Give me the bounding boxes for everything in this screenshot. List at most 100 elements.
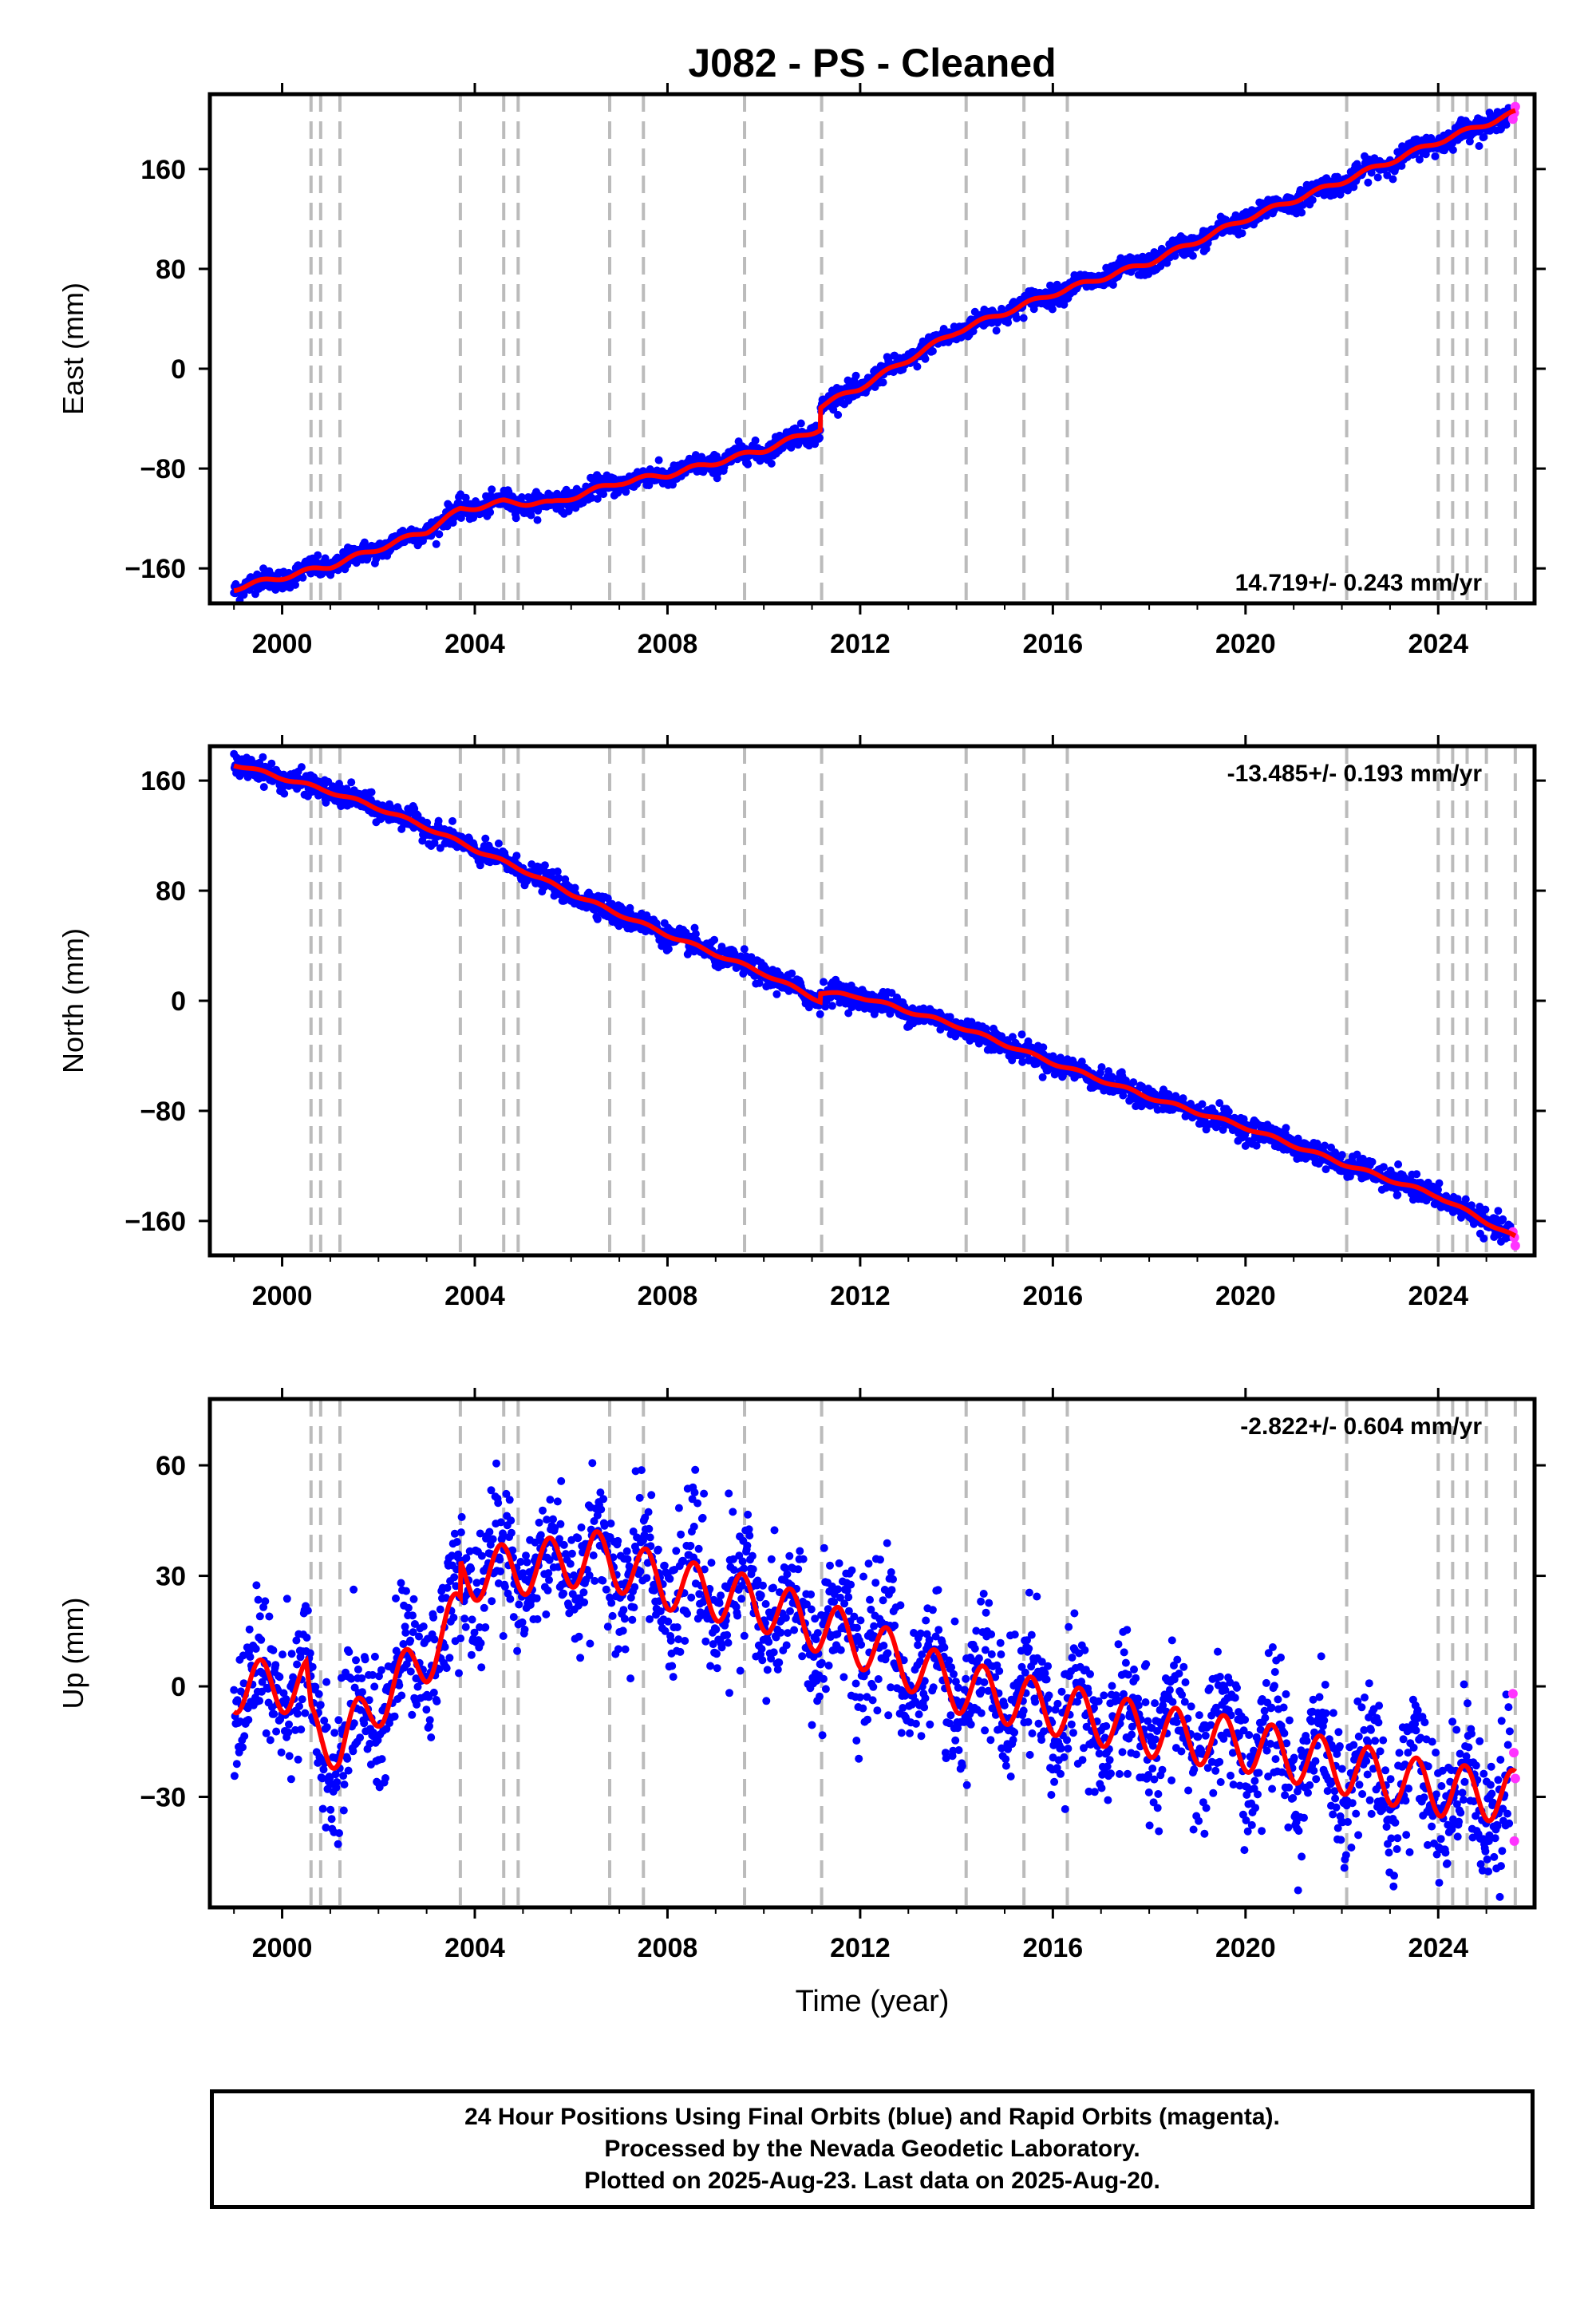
data-point bbox=[1308, 196, 1317, 204]
data-point bbox=[429, 1613, 438, 1622]
event-lines bbox=[309, 746, 1517, 1255]
data-point bbox=[445, 1654, 454, 1662]
data-point bbox=[259, 783, 268, 792]
data-point bbox=[851, 371, 860, 380]
velocity-rate-label: 14.719+/- 0.243 mm/yr bbox=[1235, 570, 1483, 596]
data-point bbox=[1479, 132, 1488, 141]
data-point bbox=[1479, 1234, 1488, 1243]
data-point bbox=[816, 433, 824, 442]
data-point bbox=[230, 1686, 239, 1694]
data-point bbox=[377, 1666, 385, 1674]
data-point bbox=[293, 1709, 302, 1718]
velocity-rate-label: -13.485+/- 0.193 mm/yr bbox=[1227, 761, 1483, 787]
data-point bbox=[322, 1723, 331, 1732]
data-point bbox=[239, 591, 248, 599]
data-point bbox=[294, 1755, 302, 1764]
x-tick-label: 2004 bbox=[444, 1281, 505, 1311]
x-tick-label: 2024 bbox=[1408, 629, 1468, 659]
data-point bbox=[314, 1690, 323, 1698]
data-point bbox=[816, 1010, 824, 1018]
data-point bbox=[1393, 1191, 1402, 1199]
data-point bbox=[1364, 178, 1373, 187]
data-point bbox=[1097, 1063, 1106, 1072]
data-point bbox=[311, 1682, 320, 1691]
data-point bbox=[1282, 1124, 1290, 1132]
data-point bbox=[232, 1760, 241, 1769]
data-point bbox=[1171, 251, 1179, 260]
model-line bbox=[233, 108, 1516, 594]
data-point bbox=[1156, 262, 1165, 271]
data-point bbox=[282, 1595, 291, 1603]
data-point bbox=[1412, 1170, 1421, 1179]
data-point bbox=[1368, 1157, 1377, 1166]
data-point bbox=[422, 1705, 431, 1714]
data-point bbox=[1188, 251, 1197, 260]
data-point bbox=[1373, 173, 1382, 182]
data-point bbox=[360, 538, 369, 547]
data-point bbox=[285, 1720, 293, 1729]
x-tick-label: 2016 bbox=[1023, 629, 1084, 659]
data-point bbox=[377, 1755, 386, 1764]
data-point bbox=[408, 1710, 417, 1719]
data-point bbox=[796, 419, 805, 428]
data-point bbox=[1017, 1030, 1026, 1039]
data-point bbox=[244, 1716, 253, 1724]
x-tick-label: 2000 bbox=[252, 629, 313, 659]
data-point bbox=[481, 834, 490, 843]
y-axis-label: North (mm) bbox=[57, 928, 89, 1073]
data-point bbox=[297, 763, 306, 772]
data-point bbox=[1494, 1207, 1503, 1215]
data-point bbox=[404, 1603, 413, 1612]
data-point bbox=[406, 1667, 415, 1676]
data-point bbox=[828, 1002, 836, 1010]
data-point bbox=[540, 861, 549, 870]
data-point bbox=[710, 935, 719, 944]
data-point bbox=[267, 759, 276, 768]
data-point bbox=[295, 1702, 303, 1710]
data-point bbox=[343, 1754, 352, 1763]
data-point bbox=[335, 1829, 343, 1837]
data-point bbox=[1198, 1100, 1207, 1109]
data-point bbox=[834, 410, 843, 419]
data-point bbox=[326, 1805, 335, 1814]
data-point bbox=[1389, 175, 1397, 184]
data-point bbox=[279, 1650, 286, 1659]
data-point bbox=[286, 1775, 295, 1784]
data-point bbox=[664, 945, 673, 954]
data-point bbox=[879, 378, 887, 387]
data-point bbox=[344, 1766, 353, 1775]
y-tick-label: 80 bbox=[156, 255, 186, 285]
data-point bbox=[397, 1691, 406, 1700]
event-lines bbox=[309, 94, 1517, 603]
data-point bbox=[1431, 152, 1440, 160]
data-point bbox=[301, 1709, 310, 1717]
data-point bbox=[415, 1632, 423, 1641]
y-tick-label: 0 bbox=[171, 986, 186, 1017]
data-point bbox=[297, 1725, 306, 1734]
data-point bbox=[442, 1664, 451, 1673]
data-point bbox=[921, 354, 930, 363]
data-point bbox=[654, 456, 663, 464]
data-point bbox=[409, 1611, 417, 1620]
final-orbit-points bbox=[230, 101, 1520, 603]
data-point bbox=[316, 1701, 325, 1709]
data-point bbox=[370, 1682, 379, 1691]
data-point bbox=[429, 1688, 438, 1697]
data-point bbox=[402, 1587, 410, 1595]
data-point bbox=[1461, 1195, 1470, 1203]
x-tick-label: 2024 bbox=[1408, 1281, 1468, 1311]
data-point bbox=[1019, 314, 1028, 322]
data-point bbox=[527, 511, 535, 520]
data-point bbox=[352, 1656, 360, 1665]
data-point bbox=[751, 436, 760, 445]
data-point bbox=[820, 978, 828, 986]
data-point bbox=[1502, 121, 1511, 129]
data-point bbox=[321, 554, 330, 563]
y-tick-label: −80 bbox=[140, 1097, 186, 1127]
data-point bbox=[354, 1665, 362, 1674]
data-point bbox=[419, 1622, 428, 1630]
data-point bbox=[356, 1733, 365, 1742]
